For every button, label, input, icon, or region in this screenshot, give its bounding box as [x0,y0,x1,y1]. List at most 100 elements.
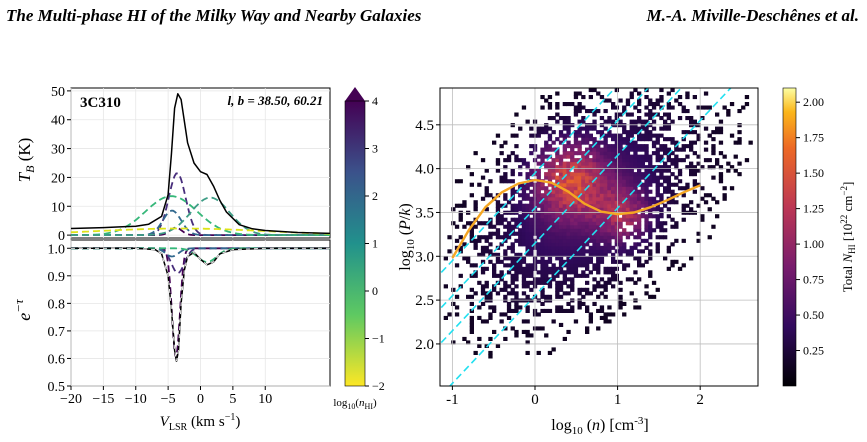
heatmap-cell [577,238,582,243]
heatmap-cell [633,151,638,156]
heatmap-cell [503,196,508,201]
heatmap-cell [625,231,631,236]
heatmap-cell [663,186,668,191]
heatmap-cell [555,91,560,96]
heatmap-cell [514,154,519,159]
heatmap-cell [503,284,508,289]
heatmap-cell [592,231,597,236]
heatmap-cell [666,266,671,271]
heatmap-cell [488,249,493,254]
heatmap-cell [547,238,553,243]
heatmap-cell [596,256,601,261]
absorption-y-axis-label: e−τ [11,298,34,321]
heatmap-cell [521,161,527,166]
heatmap-cell [663,179,668,184]
heatmap-cell [607,168,612,173]
heatmap-cell [685,130,690,135]
heatmap-cell [558,179,564,184]
heatmap-cell [525,224,530,229]
heatmap-cell [677,147,683,152]
heatmap-cell [629,252,634,257]
heatmap-cell [473,207,478,212]
heatmap-cell [514,277,519,282]
heatmap-cell [573,270,579,275]
heatmap-cell [466,221,471,226]
heatmap-cell [592,224,597,229]
heatmap-cell [607,179,612,184]
heatmap-cell [633,235,638,240]
heatmap-cell [484,189,489,194]
heatmap-cell [592,172,597,177]
heatmap-cell [603,221,608,226]
heatmap-cell [655,147,660,152]
heatmap-cell [551,158,556,163]
heatmap-cell [581,179,586,184]
heatmap-cell [558,161,564,166]
heatmap-cell [558,256,564,261]
heatmap-cell [655,137,660,142]
heatmap-cell [629,91,634,96]
heatmap-cell [547,266,553,271]
heatmap-cell [700,214,705,219]
heatmap-cell [558,308,564,313]
heatmap-cell [607,154,612,159]
heatmap-cell [581,95,586,100]
heatmap-cell [618,235,623,240]
heatmap-cell [577,273,582,278]
heatmap-cell [570,238,575,243]
heatmap-cell [648,154,653,159]
heatmap-cell [599,193,605,198]
heatmap-cell [659,228,664,233]
heatmap-cell [570,266,575,271]
colorbar-tick-label: −1 [372,332,385,346]
heatmap-cell [711,196,716,201]
heatmap-cell [529,207,534,212]
absorption-panel: 0.50.60.70.80.91.0 −20 −15 −10 −5 0 5 10 e−τ V… [11,239,331,433]
heatmap-cell [599,228,605,233]
heatmap-cell [536,242,541,247]
heatmap-cell [663,221,668,226]
heatmap-cell [622,151,627,156]
heatmap-cell [644,130,649,135]
heatmap-cell [648,231,653,236]
heatmap-cell [588,172,593,177]
heatmap-cell [499,221,504,226]
heatmap-cell [670,172,675,177]
heatmap-cell [529,126,534,131]
heatmap-cell [585,217,590,222]
heatmap-cell [659,193,664,198]
heatmap-cell [611,193,616,198]
heatmap-cell [577,172,582,177]
heatmap-cell [503,165,508,170]
heatmap-cell [521,231,527,236]
heatmap-cell [551,165,556,170]
phase-y-tick-label: 2.0 [415,337,434,353]
heatmap-cell [596,259,601,264]
heatmap-cell [555,280,560,285]
heatmap-cell [670,140,675,145]
heatmap-cell [681,130,686,135]
heatmap-cell [659,182,664,187]
heatmap-cell [570,221,575,226]
heatmap-cell [573,214,579,219]
heatmap-cell [544,186,549,191]
heatmap-cell [644,119,649,124]
heatmap-cell [547,280,553,285]
heatmap-cell [622,266,627,271]
heatmap-cell [558,252,564,257]
heatmap-cell [585,329,590,334]
heatmap-cell [637,224,642,229]
heatmap-cell [585,179,590,184]
heatmap-cell [703,147,709,152]
heatmap-cell [607,189,612,194]
heatmap-cell [681,186,686,191]
heatmap-cell [651,133,657,138]
heatmap-cell [573,137,579,142]
heatmap-cell [637,305,642,310]
heatmap-cell [588,175,593,180]
heatmap-cell [521,189,527,194]
heatmap-cell [603,189,608,194]
heatmap-cell [625,217,631,222]
heatmap-cell [633,182,638,187]
heatmap-cell [551,189,556,194]
